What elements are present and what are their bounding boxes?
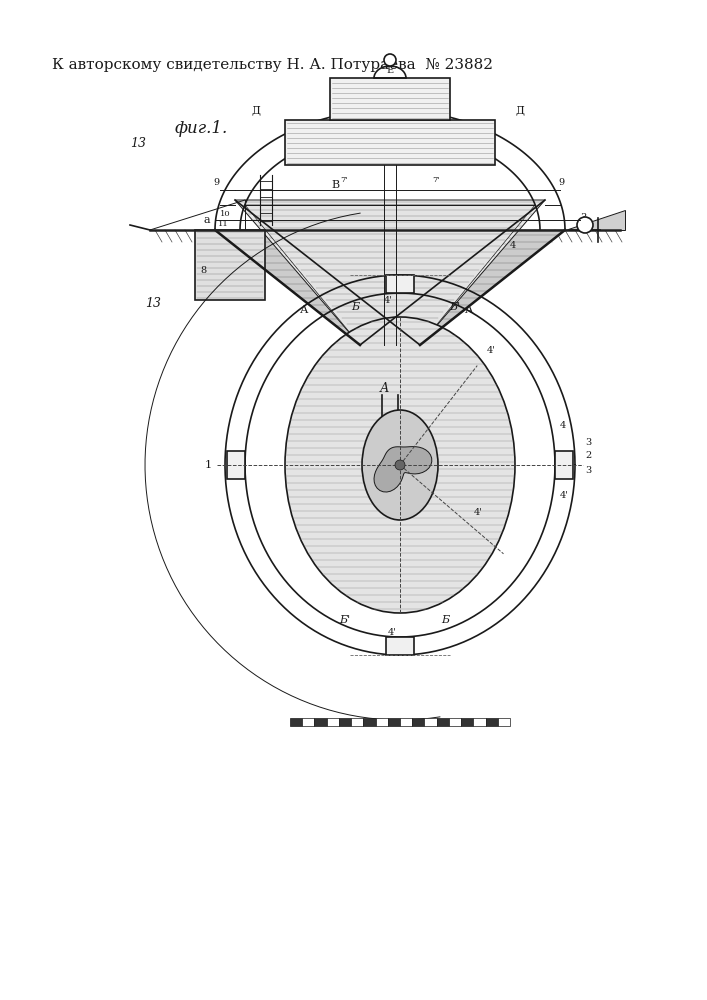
Text: 11: 11 <box>218 220 229 228</box>
Text: 10: 10 <box>220 210 230 218</box>
Polygon shape <box>360 345 420 395</box>
Text: Б: Б <box>441 615 449 625</box>
Bar <box>400 718 412 726</box>
Ellipse shape <box>362 410 438 520</box>
Text: Б': Б' <box>450 302 460 312</box>
Polygon shape <box>285 120 495 165</box>
Text: Б: Б <box>351 302 359 312</box>
Bar <box>363 718 375 726</box>
Polygon shape <box>235 200 545 345</box>
Circle shape <box>395 460 405 470</box>
Text: 4: 4 <box>510 241 516 250</box>
Polygon shape <box>330 78 450 120</box>
Text: а: а <box>584 215 590 225</box>
Text: 3: 3 <box>585 438 591 447</box>
Bar <box>461 718 473 726</box>
Text: 6: 6 <box>400 327 405 335</box>
Bar <box>302 718 315 726</box>
Text: 2: 2 <box>585 451 591 460</box>
Polygon shape <box>227 451 245 479</box>
Bar <box>339 718 351 726</box>
Text: Д: Д <box>515 105 524 115</box>
Text: б: б <box>435 370 442 380</box>
Polygon shape <box>386 275 414 293</box>
Text: 7: 7 <box>355 147 361 155</box>
Text: фиг.1.: фиг.1. <box>175 120 228 137</box>
Bar <box>351 718 363 726</box>
Polygon shape <box>195 230 265 300</box>
Text: К авторскому свидетельству Н. А. Потураева  № 23882: К авторскому свидетельству Н. А. Потурае… <box>52 58 493 72</box>
Text: 4': 4' <box>486 346 496 355</box>
Bar <box>412 718 424 726</box>
Text: 4': 4' <box>474 508 483 517</box>
Text: 1: 1 <box>205 460 212 470</box>
Text: а: а <box>204 215 210 225</box>
Text: 1: 1 <box>405 377 410 385</box>
Text: 7': 7' <box>432 176 440 184</box>
Bar <box>375 718 387 726</box>
Text: 4: 4 <box>560 421 566 430</box>
Text: 13: 13 <box>145 297 161 310</box>
Text: В: В <box>331 180 339 190</box>
Bar <box>424 718 437 726</box>
Text: 4': 4' <box>383 296 392 305</box>
Bar <box>473 718 486 726</box>
Bar <box>327 718 339 726</box>
Bar <box>290 718 302 726</box>
Text: 9: 9 <box>558 178 564 187</box>
Text: 5: 5 <box>387 405 393 414</box>
Polygon shape <box>565 210 625 230</box>
Ellipse shape <box>285 317 515 613</box>
Text: А: А <box>300 305 308 315</box>
Bar <box>387 718 400 726</box>
Polygon shape <box>386 637 414 655</box>
Text: 8: 8 <box>200 266 206 275</box>
Polygon shape <box>215 230 360 345</box>
Text: 4': 4' <box>387 628 397 637</box>
Text: фиг.2: фиг.2 <box>450 515 498 532</box>
Text: 7: 7 <box>418 147 423 155</box>
Bar <box>498 718 510 726</box>
Bar <box>315 718 327 726</box>
Circle shape <box>384 54 396 66</box>
Text: 3: 3 <box>585 466 591 475</box>
Bar <box>437 718 449 726</box>
Text: А: А <box>380 382 390 395</box>
Bar <box>449 718 461 726</box>
Text: 3: 3 <box>580 213 586 222</box>
Polygon shape <box>245 205 535 345</box>
Text: 7': 7' <box>340 176 348 184</box>
Circle shape <box>577 217 593 233</box>
Text: А: А <box>465 305 474 315</box>
Polygon shape <box>555 451 573 479</box>
Text: 13: 13 <box>130 137 146 150</box>
Text: Д: Д <box>251 105 260 115</box>
Text: 9: 9 <box>214 178 220 187</box>
Bar <box>486 718 498 726</box>
Text: Е: Е <box>387 66 394 75</box>
Text: 4': 4' <box>560 491 569 500</box>
Text: 2: 2 <box>410 402 415 410</box>
Polygon shape <box>420 230 565 345</box>
Polygon shape <box>374 447 432 492</box>
Text: Б': Б' <box>339 615 351 625</box>
